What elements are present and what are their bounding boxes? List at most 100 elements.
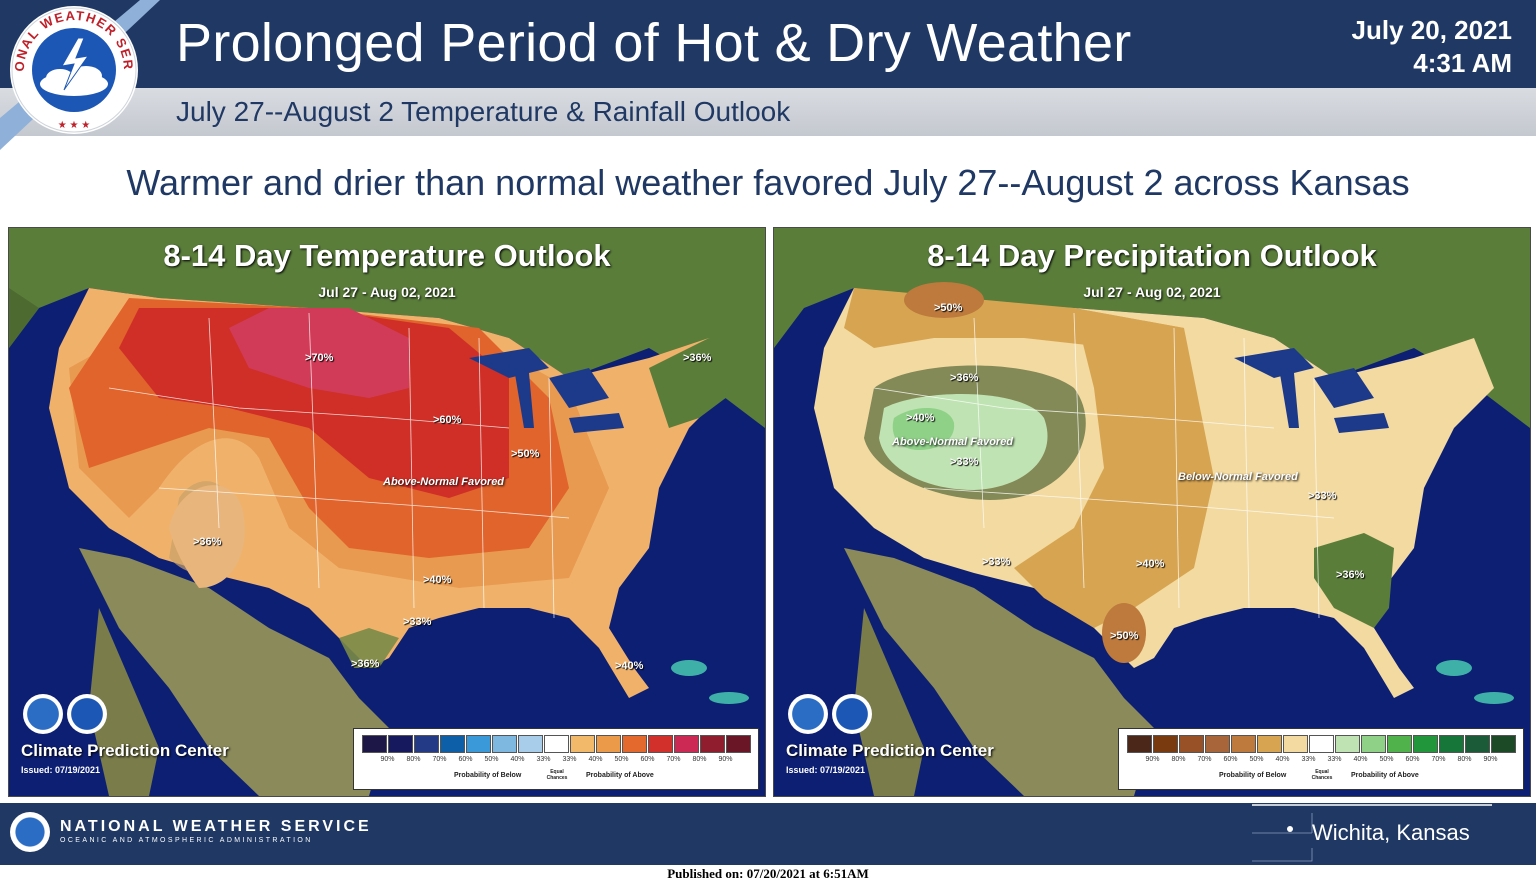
legend-swatch xyxy=(1413,735,1438,753)
legend-swatch xyxy=(362,735,387,753)
legend-swatch xyxy=(648,735,673,753)
issued-date: Issued: 07/19/2021 xyxy=(786,765,866,775)
legend-swatch xyxy=(440,735,465,753)
noaa-logo xyxy=(788,694,828,734)
issue-time: 4:31 AM xyxy=(1413,48,1512,78)
legend-swatch xyxy=(622,735,647,753)
temperature-outlook-map: 8-14 Day Temperature Outlook Jul 27 - Au… xyxy=(8,227,766,797)
legend-value: 60% xyxy=(458,756,473,763)
legend-value: 40% xyxy=(588,756,603,763)
prob-label: >36% xyxy=(683,352,712,364)
legend-swatch xyxy=(1465,735,1490,753)
legend-swatch xyxy=(414,735,439,753)
legend-swatch xyxy=(1231,735,1256,753)
temperature-legend: 90% 80% 70% 60% 50% 40% 33% 33% 40% 50% … xyxy=(353,728,759,790)
prob-label: >33% xyxy=(982,556,1011,568)
prob-label: >50% xyxy=(934,302,963,314)
legend-swatch xyxy=(466,735,491,753)
prob-label: >40% xyxy=(906,412,935,424)
legend-swatch xyxy=(1361,735,1386,753)
nws-small-logo xyxy=(67,694,107,734)
legend-swatch xyxy=(1439,735,1464,753)
prob-label: >50% xyxy=(511,448,540,460)
svg-text:★ ★ ★: ★ ★ ★ xyxy=(58,120,90,131)
prob-label: >36% xyxy=(351,658,380,670)
prob-label: >36% xyxy=(193,536,222,548)
legend-swatch xyxy=(492,735,517,753)
legend-below-label: Probability of Below xyxy=(454,772,522,779)
legend-value: 70% xyxy=(432,756,447,763)
legend-value: 50% xyxy=(484,756,499,763)
issue-datetime: July 20, 2021 4:31 AM xyxy=(1352,14,1512,80)
legend-value: 80% xyxy=(1171,756,1186,763)
legend-swatch xyxy=(1491,735,1516,753)
published-note: Published on: 07/20/2021 at 6:51AM xyxy=(667,866,869,881)
precipitation-panel-dates: Jul 27 - Aug 02, 2021 xyxy=(1083,284,1221,300)
legend-swatch xyxy=(700,735,725,753)
legend-value: 40% xyxy=(1275,756,1290,763)
legend-value: 50% xyxy=(1379,756,1394,763)
legend-value: 80% xyxy=(692,756,707,763)
legend-value: 60% xyxy=(1405,756,1420,763)
cpc-name: Climate Prediction Center xyxy=(786,741,994,760)
nws-logo: NATIONAL WEATHER SERVICE ★ ★ ★ xyxy=(3,0,140,136)
legend-value: 60% xyxy=(640,756,655,763)
below-normal-label: Below-Normal Favored xyxy=(1178,471,1298,483)
prob-label: >60% xyxy=(433,414,462,426)
legend-swatch xyxy=(1387,735,1412,753)
prob-label: >70% xyxy=(305,352,334,364)
noaa-footer-logo xyxy=(10,812,50,852)
legend-value: 90% xyxy=(1483,756,1498,763)
cpc-name: Climate Prediction Center xyxy=(21,741,229,760)
legend-swatch xyxy=(1335,735,1360,753)
legend-swatch xyxy=(1283,735,1308,753)
legend-above-label: Probability of Above xyxy=(586,772,654,779)
legend-value: 50% xyxy=(614,756,629,763)
temperature-panel-title: 8-14 Day Temperature Outlook xyxy=(163,238,611,273)
legend-swatch xyxy=(596,735,621,753)
page-title: Prolonged Period of Hot & Dry Weather xyxy=(176,13,1132,73)
headline: Warmer and drier than normal weather fav… xyxy=(126,162,1410,203)
legend-swatch xyxy=(1309,735,1334,753)
legend-value: 70% xyxy=(1197,756,1212,763)
legend-above-label: Probability of Above xyxy=(1351,772,1419,779)
legend-swatch xyxy=(518,735,543,753)
prob-label: >36% xyxy=(950,372,979,384)
legend-equal-label: Equal Chances xyxy=(546,769,568,781)
page-subtitle: July 27--August 2 Temperature & Rainfall… xyxy=(176,96,791,127)
legend-swatch xyxy=(570,735,595,753)
legend-value: 33% xyxy=(1327,756,1342,763)
legend-equal-label: Equal Chances xyxy=(1311,769,1333,781)
precipitation-legend: 90% 80% 70% 60% 50% 40% 33% 33% 40% 50% … xyxy=(1118,728,1524,790)
prob-label: >50% xyxy=(1110,630,1139,642)
legend-swatch xyxy=(674,735,699,753)
legend-value: 90% xyxy=(380,756,395,763)
above-normal-label: Above-Normal Favored xyxy=(892,436,1014,448)
prob-label: >36% xyxy=(1336,569,1365,581)
prob-label: >33% xyxy=(403,616,432,628)
legend-value: 40% xyxy=(510,756,525,763)
legend-value: 90% xyxy=(1145,756,1160,763)
precipitation-outlook-map: 8-14 Day Precipitation Outlook Jul 27 - … xyxy=(773,227,1531,797)
prob-label: >40% xyxy=(1136,558,1165,570)
legend-value: 60% xyxy=(1223,756,1238,763)
legend-swatch xyxy=(388,735,413,753)
location-dot-icon xyxy=(1287,826,1293,832)
favored-label: Above-Normal Favored xyxy=(383,476,505,488)
office-name: Wichita, Kansas xyxy=(1312,820,1470,845)
prob-label: >33% xyxy=(950,456,979,468)
subheader-bar xyxy=(0,88,1536,136)
legend-swatch xyxy=(544,735,569,753)
noaa-logo xyxy=(23,694,63,734)
precipitation-map-graphic xyxy=(774,228,1530,796)
footer-bar xyxy=(0,803,1536,865)
kansas-outline-icon xyxy=(1252,804,1492,862)
legend-below-label: Probability of Below xyxy=(1219,772,1287,779)
issue-date: July 20, 2021 xyxy=(1351,15,1512,45)
temperature-map-graphic xyxy=(9,228,765,796)
legend-value: 80% xyxy=(1457,756,1472,763)
legend-swatch xyxy=(1205,735,1230,753)
header-bar xyxy=(0,0,1536,88)
legend-value: 33% xyxy=(1301,756,1316,763)
footer-agency: NATIONAL WEATHER SERVICE xyxy=(60,818,372,835)
